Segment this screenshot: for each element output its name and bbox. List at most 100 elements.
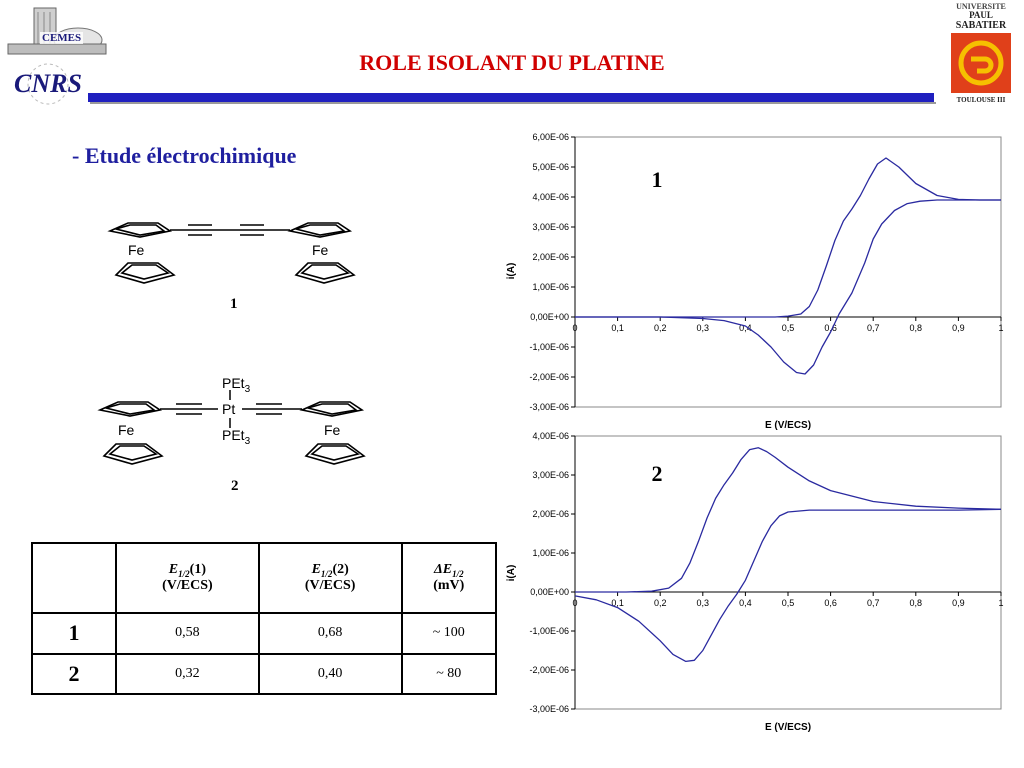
pt-alkynyl-linker [160, 390, 302, 428]
x-axis-label: E (V/ECS) [765, 722, 811, 733]
cp-ring-icon [114, 262, 176, 284]
fe-label-left: Fe [128, 242, 145, 258]
ligand-bottom-label: PEt3 [222, 427, 251, 447]
y-tick-label: 4,00E-06 [532, 192, 569, 202]
x-tick-label: 0,2 [654, 598, 667, 608]
x-tick-label: 0,1 [611, 323, 624, 333]
x-tick-label: 0,1 [611, 598, 624, 608]
platinum-label: Pt [222, 401, 235, 417]
cp-ring-icon [97, 401, 163, 417]
x-tick-label: 0,3 [697, 323, 710, 333]
cnrs-logo-icon: CNRS [14, 63, 82, 105]
table-header-cell: ΔE1/2 (mV) [400, 542, 498, 614]
x-tick-label: 0 [572, 323, 577, 333]
fe-label-right: Fe [324, 422, 341, 438]
panel-label: 2 [652, 461, 663, 486]
plot-area [574, 435, 1002, 710]
fe-label-left: Fe [118, 422, 135, 438]
cnrs-logo: CNRS [8, 60, 86, 106]
y-axis-label: i(A) [506, 565, 517, 582]
ups-logo: UNIVERSITE PAUL SABATIER TOULOUSE III [940, 2, 1022, 120]
x-tick-label: 1 [998, 598, 1003, 608]
y-tick-label: 3,00E-06 [532, 222, 569, 232]
table-corner-cell [31, 542, 117, 614]
x-axis-label: E (V/ECS) [765, 420, 811, 431]
cp-ring-icon [287, 222, 353, 238]
x-tick-label: 0,8 [910, 598, 923, 608]
cv-series-line [574, 508, 1002, 663]
y-tick-label: 0,00E+00 [530, 312, 569, 322]
y-tick-label: -3,00E-06 [529, 402, 569, 412]
y-axis-label: i(A) [506, 263, 517, 280]
table-cell: 0,40 [257, 652, 403, 695]
cp-ring-icon [299, 401, 365, 417]
y-tick-label: 1,00E-06 [532, 548, 569, 558]
fe-label-right: Fe [312, 242, 329, 258]
y-tick-label: 2,00E-06 [532, 509, 569, 519]
table-cell: 0,58 [115, 612, 260, 655]
cp-ring-icon [294, 262, 356, 284]
x-tick-label: 0,8 [910, 323, 923, 333]
x-tick-label: 0,4 [739, 323, 752, 333]
y-tick-label: 6,00E-06 [532, 132, 569, 142]
table-header-row: E1/2(1) (V/ECS) E1/2(2) (V/ECS) ΔE1/2 (mV) [31, 542, 498, 614]
cv-chart-1: 6,00E-06 5,00E-06 4,00E-06 3,00E-06 2,00E-06… [506, 132, 1004, 431]
cv-chart-2: 4,00E-06 3,00E-06 2,00E-06 1,00E-06 0,00E+00… [506, 431, 1004, 733]
x-tick-label: 0,9 [952, 598, 965, 608]
title-underline-bar [88, 93, 934, 102]
ups-line-1: UNIVERSITE [956, 2, 1006, 11]
x-tick-label: 0,9 [952, 323, 965, 333]
cv-series-line [575, 199, 1001, 375]
x-tick-label: 0,3 [697, 598, 710, 608]
plot-area [574, 136, 1002, 408]
x-tick-label: 0,6 [824, 598, 837, 608]
cv-series-line [575, 447, 1002, 593]
x-tick-label: 0,7 [867, 598, 880, 608]
table-cell: 0,32 [115, 652, 260, 695]
ups-line-4: TOULOUSE III [956, 96, 1006, 104]
cnrs-logo-text: CNRS [14, 69, 82, 98]
y-tick-label: 0,00E+00 [530, 587, 569, 597]
table-cell: ~ 100 [400, 612, 498, 655]
section-subtitle: - Etude électrochimique [72, 143, 297, 168]
table-header-cell: E1/2(1) (V/ECS) [115, 542, 260, 614]
cemes-logo-text: CEMES [40, 32, 84, 44]
cv-series-line [575, 157, 1001, 318]
ligand-top-label: PEt3 [222, 375, 251, 395]
compound-1-label: 1 [230, 296, 238, 312]
y-tick-label: -2,00E-06 [529, 372, 569, 382]
ups-emblem-icon [951, 33, 1011, 93]
x-tick-label: 0,4 [739, 598, 752, 608]
cp-ring-icon [102, 443, 164, 465]
x-tick-label: 1 [998, 323, 1003, 333]
diyne-linker [170, 224, 290, 236]
compound-1-structure: Fe Fe [107, 222, 356, 284]
y-tick-label: 5,00E-06 [532, 162, 569, 172]
y-tick-label: 4,00E-06 [532, 431, 569, 441]
x-tick-label: 0 [572, 598, 577, 608]
table-cell: 0,68 [257, 612, 403, 655]
table-row: 2 0,32 0,40 ~ 80 [31, 652, 498, 695]
y-tick-label: -1,00E-06 [529, 626, 569, 636]
cp-ring-icon [304, 443, 366, 465]
compound-2-label: 2 [231, 478, 239, 494]
y-tick-label: -1,00E-06 [529, 342, 569, 352]
cemes-logo: CEMES [4, 4, 108, 58]
ups-line-2: PAUL [969, 10, 993, 20]
page-title: ROLE ISOLANT DU PLATINE [359, 50, 665, 75]
y-tick-label: 1,00E-06 [532, 282, 569, 292]
y-tick-label: 2,00E-06 [532, 252, 569, 262]
x-tick-label: 0,5 [782, 323, 795, 333]
panel-label: 1 [652, 167, 663, 192]
y-tick-label: -3,00E-06 [529, 704, 569, 714]
x-tick-label: 0,7 [867, 323, 880, 333]
table-cell: ~ 80 [400, 652, 498, 695]
table-header-cell: E1/2(2) (V/ECS) [257, 542, 403, 614]
y-tick-label: 3,00E-06 [532, 470, 569, 480]
table-row-label: 2 [31, 652, 117, 695]
x-tick-label: 0,5 [782, 598, 795, 608]
compound-2-structure: PEt3 Pt PEt3 Fe Fe [97, 375, 366, 465]
y-tick-label: -2,00E-06 [529, 665, 569, 675]
title-underline-shadow [90, 102, 936, 104]
x-tick-label: 0,6 [824, 323, 837, 333]
